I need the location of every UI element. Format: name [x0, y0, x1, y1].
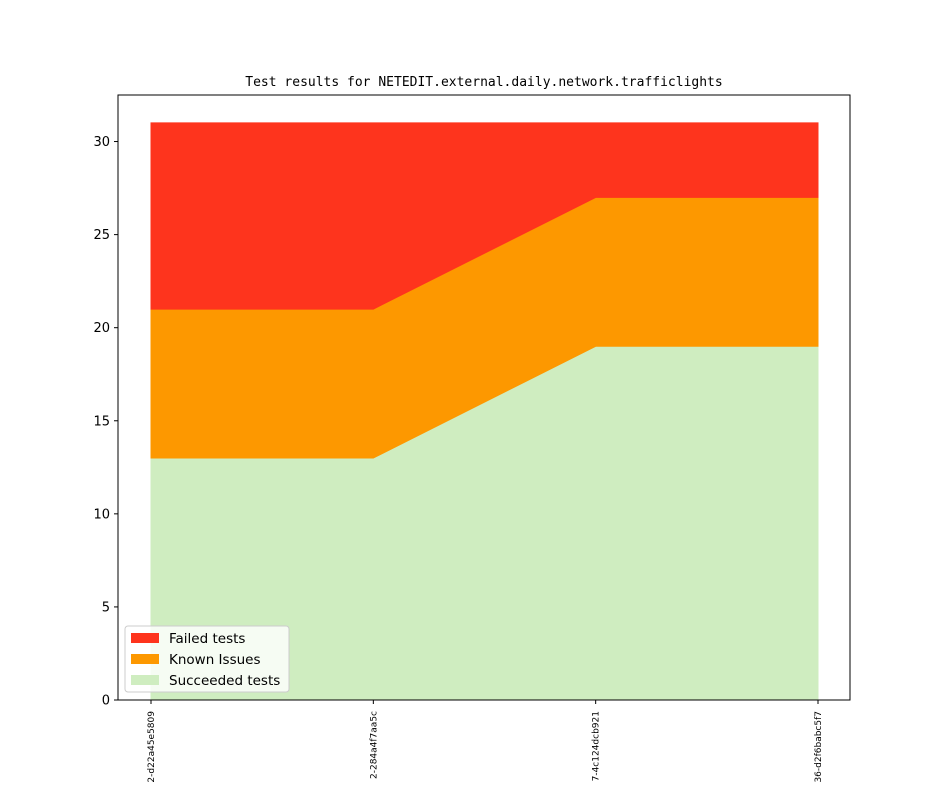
chart-title: Test results for NETEDIT.external.daily.… [245, 75, 722, 90]
legend-swatch-failed-tests [131, 633, 159, 643]
y-axis: 0 5 10 15 20 25 30 [93, 135, 118, 709]
legend-label-failed-tests: Failed tests [169, 631, 245, 647]
legend: Failed tests Known Issues Succeeded tests [124, 625, 290, 693]
y-tick-label: 30 [93, 135, 110, 150]
x-tick-label: 36-d2f6babc5f7 [814, 711, 824, 783]
y-tick-label: 10 [93, 507, 110, 522]
x-axis: 2-d22a45e5809 2-284a4f7aa5c 7-4c124dcb921 3… [147, 700, 824, 783]
y-tick-label: 5 [102, 600, 110, 615]
legend-swatch-known-issues [131, 654, 159, 664]
y-tick-label: 25 [93, 228, 110, 243]
x-tick-label: 2-284a4f7aa5c [369, 711, 379, 779]
y-tick-label: 15 [93, 414, 110, 429]
legend-swatch-succeeded-tests [131, 675, 159, 685]
legend-label-succeeded-tests: Succeeded tests [169, 673, 280, 689]
x-tick-label: 2-d22a45e5809 [147, 711, 157, 783]
area-layers [150, 122, 819, 701]
plot-frame [117, 94, 851, 701]
x-tick-label: 7-4c124dcb921 [592, 711, 602, 781]
area-failed-tests [150, 122, 819, 310]
y-tick-label: 0 [102, 694, 110, 709]
legend-box [124, 625, 290, 693]
y-tick-label: 20 [93, 321, 110, 336]
legend-label-known-issues: Known Issues [169, 652, 261, 668]
